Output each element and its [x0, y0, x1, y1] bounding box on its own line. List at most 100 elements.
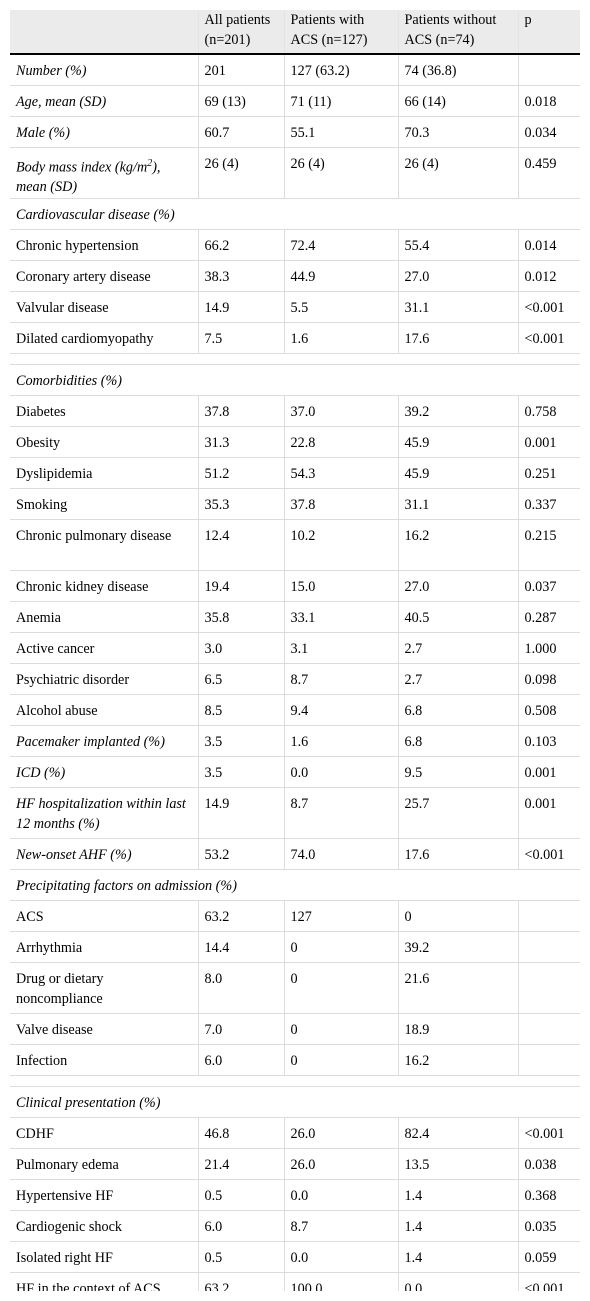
- section-header-row: Comorbidities (%): [10, 364, 580, 396]
- cell-all-patients: 7.0: [197, 1013, 284, 1045]
- row-label-text: Smoking: [16, 496, 68, 513]
- cell-without-acs: 1.4: [397, 1210, 518, 1242]
- table-row: Chronic kidney disease 19.4 15.0 27.0 0.037: [10, 570, 580, 602]
- table-row: Coronary artery disease 38.3 44.9 27.0 0.012: [10, 260, 580, 292]
- header-p-value: p: [517, 10, 580, 55]
- table-row: Chronic hypertension 66.2 72.4 55.4 0.014: [10, 229, 580, 261]
- row-label-text: Coronary artery disease: [16, 268, 151, 285]
- table-row: Cardiogenic shock 6.0 8.7 1.4 0.035: [10, 1210, 580, 1242]
- table-row: Active cancer 3.0 3.1 2.7 1.000: [10, 632, 580, 664]
- section-label: Cardiovascular disease (%): [10, 198, 580, 230]
- cell-all-patients: 21.4: [197, 1148, 284, 1180]
- cell-with-acs: 8.7: [283, 1210, 398, 1242]
- cell-without-acs: 6.8: [397, 694, 518, 726]
- cell-without-acs: 39.2: [397, 395, 518, 427]
- cell-all-patients: 53.2: [197, 838, 284, 870]
- row-label: Chronic kidney disease: [10, 570, 198, 602]
- cell-all-patients: 6.0: [197, 1210, 284, 1242]
- table-row: Pulmonary edema 21.4 26.0 13.5 0.038: [10, 1148, 580, 1180]
- row-label-text: Chronic pulmonary disease: [16, 527, 172, 544]
- cell-p-value: 0.001: [517, 426, 580, 458]
- header-row: All patients (n=201) Patients with ACS (…: [10, 10, 580, 55]
- cell-with-acs: 37.8: [283, 488, 398, 520]
- row-label: HF in the context of ACS: [10, 1272, 198, 1291]
- table-row: Psychiatric disorder 6.5 8.7 2.7 0.098: [10, 663, 580, 695]
- table-row: Hypertensive HF 0.5 0.0 1.4 0.368: [10, 1179, 580, 1211]
- cell-all-patients: 19.4: [197, 570, 284, 602]
- cell-without-acs: 6.8: [397, 725, 518, 757]
- row-label-text: Alcohol abuse: [16, 702, 98, 719]
- cell-p-value: [517, 54, 580, 86]
- row-label-text: Hypertensive HF: [16, 1187, 114, 1204]
- row-label-text-after: ), mean (SD): [16, 159, 161, 196]
- row-label-text: Pulmonary edema: [16, 1156, 119, 1173]
- cell-with-acs: 0.0: [283, 1179, 398, 1211]
- row-label: Isolated right HF: [10, 1241, 198, 1273]
- cell-p-value: 0.337: [517, 488, 580, 520]
- row-label: Cardiogenic shock: [10, 1210, 198, 1242]
- table-row: HF hospitalization within last 12 months…: [10, 787, 580, 839]
- cell-all-patients: 31.3: [197, 426, 284, 458]
- table-row: Dyslipidemia 51.2 54.3 45.9 0.251: [10, 457, 580, 489]
- row-label: Pulmonary edema: [10, 1148, 198, 1180]
- cell-without-acs: 45.9: [397, 426, 518, 458]
- row-label: Diabetes: [10, 395, 198, 427]
- cell-all-patients: 37.8: [197, 395, 284, 427]
- cell-without-acs: 0: [397, 900, 518, 932]
- cell-with-acs: 127 (63.2): [283, 54, 398, 86]
- cell-p-value: 0.287: [517, 601, 580, 633]
- row-label: Male (%): [10, 116, 198, 148]
- cell-without-acs: 13.5: [397, 1148, 518, 1180]
- table-row: New-onset AHF (%) 53.2 74.0 17.6 <0.001: [10, 838, 580, 870]
- cell-all-patients: 35.8: [197, 601, 284, 633]
- row-label-text: Isolated right HF: [16, 1249, 113, 1266]
- table-row: Chronic pulmonary disease 12.4 10.2 16.2 0.2…: [10, 519, 580, 571]
- row-label: Alcohol abuse: [10, 694, 198, 726]
- cell-without-acs: 70.3: [397, 116, 518, 148]
- cell-with-acs: 15.0: [283, 570, 398, 602]
- cell-without-acs: 31.1: [397, 488, 518, 520]
- cell-without-acs: 18.9: [397, 1013, 518, 1045]
- row-label-text: Active cancer: [16, 640, 95, 657]
- section-header-row: Precipitating factors on admission (%): [10, 869, 580, 901]
- row-label: Anemia: [10, 601, 198, 633]
- table-body: Number (%) 201 127 (63.2) 74 (36.8) Age, mea…: [10, 54, 580, 1291]
- cell-all-patients: 0.5: [197, 1241, 284, 1273]
- table-row: Diabetes 37.8 37.0 39.2 0.758: [10, 395, 580, 427]
- cell-with-acs: 74.0: [283, 838, 398, 870]
- cell-p-value: 0.368: [517, 1179, 580, 1211]
- cell-all-patients: 3.5: [197, 725, 284, 757]
- table-row: Smoking 35.3 37.8 31.1 0.337: [10, 488, 580, 520]
- cell-all-patients: 0.5: [197, 1179, 284, 1211]
- row-label: Infection: [10, 1044, 198, 1076]
- cell-p-value: [517, 1044, 580, 1076]
- cell-without-acs: 1.4: [397, 1179, 518, 1211]
- row-label-text: Chronic hypertension: [16, 237, 139, 254]
- cell-without-acs: 9.5: [397, 756, 518, 788]
- cell-without-acs: 17.6: [397, 322, 518, 354]
- cell-all-patients: 14.4: [197, 931, 284, 963]
- cell-p-value: 0.037: [517, 570, 580, 602]
- table-row: ACS 63.2 127 0: [10, 900, 580, 932]
- cell-all-patients: 3.0: [197, 632, 284, 664]
- cell-without-acs: 1.4: [397, 1241, 518, 1273]
- cell-p-value: [517, 1013, 580, 1045]
- spacer-cell: [10, 1075, 580, 1087]
- row-label: Dilated cardiomyopathy: [10, 322, 198, 354]
- row-label: Drug or dietary noncompliance: [10, 962, 198, 1014]
- cell-all-patients: 46.8: [197, 1117, 284, 1149]
- header-with-acs: Patients with ACS (n=127): [283, 10, 398, 55]
- cell-with-acs: 71 (11): [283, 85, 398, 117]
- cell-p-value: 0.018: [517, 85, 580, 117]
- cell-with-acs: 22.8: [283, 426, 398, 458]
- cell-all-patients: 14.9: [197, 291, 284, 323]
- cell-p-value: 1.000: [517, 632, 580, 664]
- table-row: Dilated cardiomyopathy 7.5 1.6 17.6 <0.001: [10, 322, 580, 354]
- cell-p-value: 0.459: [517, 147, 580, 199]
- row-label-text: Infection: [16, 1052, 68, 1069]
- cell-with-acs: 3.1: [283, 632, 398, 664]
- cell-without-acs: 55.4: [397, 229, 518, 261]
- row-label-text: Male (%): [16, 124, 70, 141]
- row-label-text: New-onset AHF (%): [16, 846, 132, 863]
- row-label-text: Age, mean (SD): [16, 93, 107, 110]
